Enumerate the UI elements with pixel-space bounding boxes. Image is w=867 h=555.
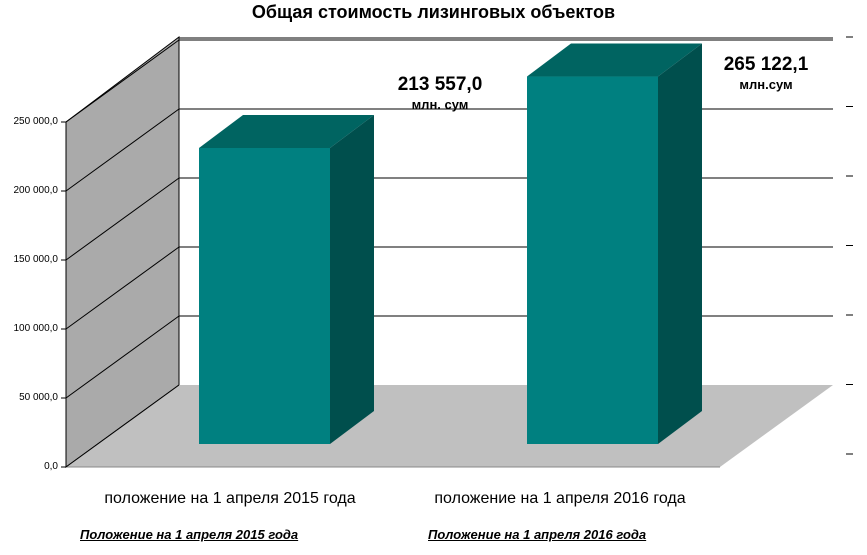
y-tick-label: 200 000,0	[13, 185, 59, 196]
gridline-wall	[65, 39, 180, 123]
chart-title: Общая стоимость лизинговых объектов	[251, 2, 616, 22]
bar-top	[527, 43, 702, 77]
gridline-wall	[65, 177, 180, 261]
footer-caption-left: Положение на 1 апреля 2015 года	[80, 527, 299, 542]
bar-top	[199, 115, 374, 148]
data-label-unit: млн. сум	[411, 97, 469, 112]
gridline-wall	[65, 315, 180, 399]
y-tick-label: 250 000,0	[13, 116, 59, 127]
bar-side	[330, 115, 374, 444]
bar	[527, 76, 658, 445]
x-category-label: положение на 1 апреля 2016 года	[434, 490, 686, 507]
data-label-value: 265 122,1	[723, 54, 809, 75]
footer-caption-right: Положение на 1 апреля 2016 года	[428, 527, 647, 542]
data-label-2016: 265 122,1 млн.сум	[686, 54, 846, 94]
data-label-unit: млн.сум	[739, 77, 793, 92]
y-tick-label: 50 000,0	[19, 392, 58, 403]
data-label-2015: 213 557,0 млн. сум	[360, 74, 520, 114]
x-category-label: положение на 1 апреля 2015 года	[104, 490, 356, 507]
bar-side	[658, 43, 702, 445]
gridline-wall	[65, 384, 180, 468]
bar	[199, 148, 330, 444]
gridline-wall	[65, 108, 180, 192]
gridline-wall	[65, 246, 180, 330]
y-tick-label: 0,0	[44, 461, 58, 472]
floor	[66, 385, 833, 467]
y-tick-label: 100 000,0	[13, 323, 59, 334]
data-label-value: 213 557,0	[397, 74, 483, 95]
y-tick-label: 150 000,0	[13, 254, 59, 265]
